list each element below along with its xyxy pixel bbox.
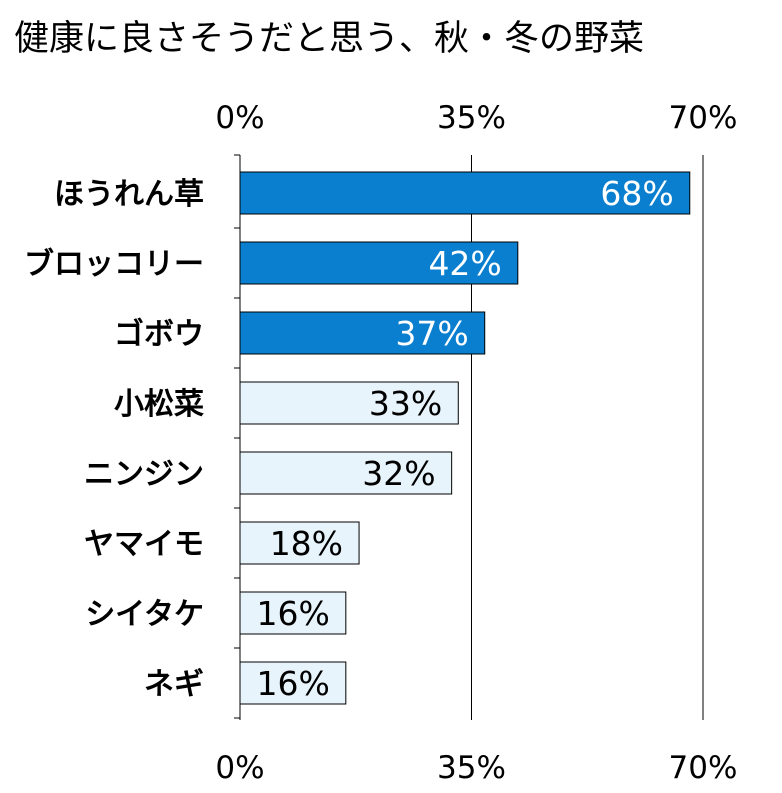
category-label: 小松菜: [114, 387, 204, 422]
category-label: シイタケ: [85, 597, 204, 632]
data-label: 68%: [600, 174, 673, 213]
bar: [239, 381, 459, 425]
value-labels: 68% 42% 37% 33% 32% 18% 16% 16%: [256, 174, 673, 703]
chart-title: 健康に良さそうだと思う、秋・冬の野菜: [14, 19, 644, 59]
top-tick-labels: 0% 35% 70%: [215, 100, 737, 136]
top-tick-label: 0%: [215, 100, 264, 136]
top-tick-label: 35%: [437, 100, 506, 136]
data-label: 32%: [362, 454, 435, 493]
bottom-tick-label: 0%: [215, 750, 264, 786]
category-label: ヤマイモ: [84, 527, 204, 562]
data-label: 42%: [428, 244, 501, 283]
grid-lines: [471, 155, 704, 720]
data-label: 16%: [256, 664, 329, 703]
bottom-tick-label: 35%: [437, 750, 506, 786]
bar: [239, 661, 347, 705]
bar: [239, 311, 486, 355]
category-label: ほうれん草: [54, 177, 204, 212]
axis-line: [234, 154, 241, 720]
data-label: 33%: [369, 384, 442, 423]
top-tick-label: 70%: [669, 100, 738, 136]
category-label: ニンジン: [84, 457, 204, 492]
bar: [239, 521, 360, 565]
bars: [239, 171, 691, 705]
data-label: 37%: [395, 314, 468, 353]
bottom-tick-label: 70%: [669, 750, 738, 786]
data-label: 18%: [270, 524, 343, 563]
bottom-tick-labels: 0% 35% 70%: [215, 750, 737, 786]
bar: [239, 171, 691, 215]
category-label: ネギ: [144, 667, 204, 702]
bar: [239, 241, 519, 285]
bar: [239, 591, 347, 635]
data-label: 16%: [256, 594, 329, 633]
category-label: ブロッコリー: [24, 247, 204, 282]
category-label: ゴボウ: [114, 317, 204, 352]
bar: [239, 451, 453, 495]
